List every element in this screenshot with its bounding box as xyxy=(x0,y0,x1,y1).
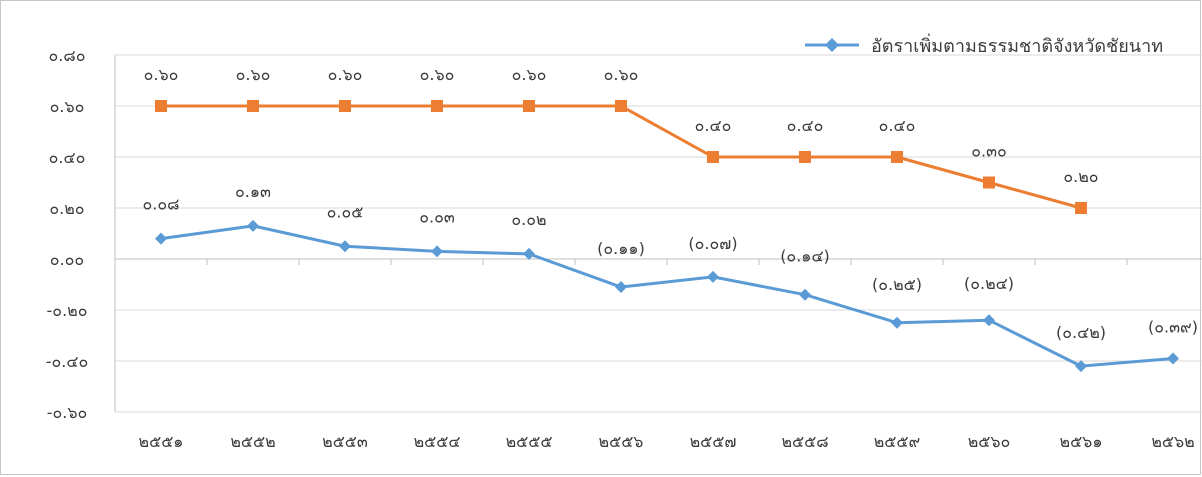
y-tick-label: ๐.๖๐ xyxy=(50,97,85,116)
data-label: ๐.๖๐ xyxy=(328,65,363,84)
data-point xyxy=(339,100,351,112)
x-tick-label: ๒๕๕๘ xyxy=(781,432,828,451)
y-tick-label: ๐.๘๐ xyxy=(49,46,86,65)
data-label: ๐.๐๘ xyxy=(143,195,180,214)
legend: อัตราเพิ่มตามธรรมชาติจังหวัดชัยนาท xyxy=(805,33,1163,57)
data-label: ๐.๑๓ xyxy=(235,182,271,201)
data-point xyxy=(799,288,811,301)
data-point xyxy=(1075,360,1087,373)
data-point xyxy=(431,100,443,112)
x-tick-label: ๒๕๕๔ xyxy=(414,432,461,451)
data-point xyxy=(523,247,535,260)
data-label: ๐.๔๐ xyxy=(879,116,916,135)
data-label: ๐.๒๐ xyxy=(1063,167,1098,186)
data-point xyxy=(155,232,167,245)
data-point xyxy=(339,240,351,253)
data-label: ๐.๓๐ xyxy=(971,142,1007,161)
y-tick-label: -๐.๖๐ xyxy=(47,403,88,422)
data-label: ๐.๖๐ xyxy=(604,65,639,84)
data-label: ๐.๖๐ xyxy=(512,65,547,84)
legend-label: อัตราเพิ่มตามธรรมชาติจังหวัดชัยนาท xyxy=(871,33,1163,57)
data-point xyxy=(707,270,719,283)
data-label: (๐.๒๕) xyxy=(872,275,922,294)
data-label: (๐.๒๔) xyxy=(964,274,1014,293)
data-point xyxy=(983,176,995,189)
x-tick-label: ๒๕๕๒ xyxy=(230,432,275,451)
data-point xyxy=(1075,202,1087,214)
data-point xyxy=(891,151,903,163)
data-point xyxy=(799,151,811,163)
y-tick-label: ๐.๐๐ xyxy=(50,250,84,269)
series xyxy=(155,100,1179,373)
data-label: ๐.๐๒ xyxy=(511,210,546,229)
x-tick-label: ๒๕๕๖ xyxy=(599,432,644,451)
x-tick-label: ๒๕๕๑ xyxy=(139,432,184,451)
data-label: (๐.๐๗) xyxy=(688,234,737,253)
x-tick-label: ๒๕๕๓ xyxy=(322,432,368,451)
data-label: (๐.๑๑) xyxy=(597,239,645,258)
y-tick-label: -๐.๔๐ xyxy=(46,352,89,371)
data-point xyxy=(615,100,627,112)
x-tick-label: ๒๕๖๑ xyxy=(1060,432,1103,451)
data-label: ๐.๔๐ xyxy=(787,116,824,135)
data-point xyxy=(523,100,535,112)
data-point xyxy=(1167,352,1179,365)
data-point xyxy=(983,314,995,327)
data-label: ๐.๖๐ xyxy=(144,65,179,84)
gridlines xyxy=(115,54,1202,413)
series-line-1 xyxy=(160,224,1174,368)
data-label: ๐.๔๐ xyxy=(695,116,732,135)
data-label: (๐.๓๙) xyxy=(1148,317,1198,336)
data-point xyxy=(247,100,259,112)
data-labels: ๐.๐๘ ๐.๑๓๐.๐๕ ๐.๐๓ ๐.๐๒ (๐.๑๑) (๐.๐๗) (๐.๑๔) (๐… xyxy=(143,65,1198,342)
data-label: ๐.๖๐ xyxy=(420,65,455,84)
x-tick-label: ๒๕๕๗ xyxy=(690,432,737,451)
data-point xyxy=(615,281,627,294)
data-point xyxy=(247,219,259,232)
data-label: (๐.๔๒) xyxy=(1056,323,1106,342)
data-label: ๐.๐๓ xyxy=(419,207,455,226)
data-label: ๐.๐๕ xyxy=(327,202,364,221)
data-label: (๐.๑๔) xyxy=(780,247,830,266)
y-tick-label: -๐.๒๐ xyxy=(47,301,88,320)
x-tick-label: ๒๕๕๕ xyxy=(506,432,553,451)
y-tick-label: ๐.๔๐ xyxy=(49,148,86,167)
data-point xyxy=(431,245,443,258)
x-tick-label: ๒๕๕๙ xyxy=(874,432,920,451)
data-point xyxy=(707,151,719,163)
x-tick-label: ๒๕๖๒ xyxy=(1151,432,1194,451)
legend-swatch-marker xyxy=(825,38,839,52)
data-label: ๐.๖๐ xyxy=(236,65,271,84)
y-tick-label: ๐.๒๐ xyxy=(49,199,84,218)
x-tick-label: ๒๕๖๐ xyxy=(968,432,1011,451)
data-point xyxy=(891,316,903,329)
data-point xyxy=(155,100,167,112)
